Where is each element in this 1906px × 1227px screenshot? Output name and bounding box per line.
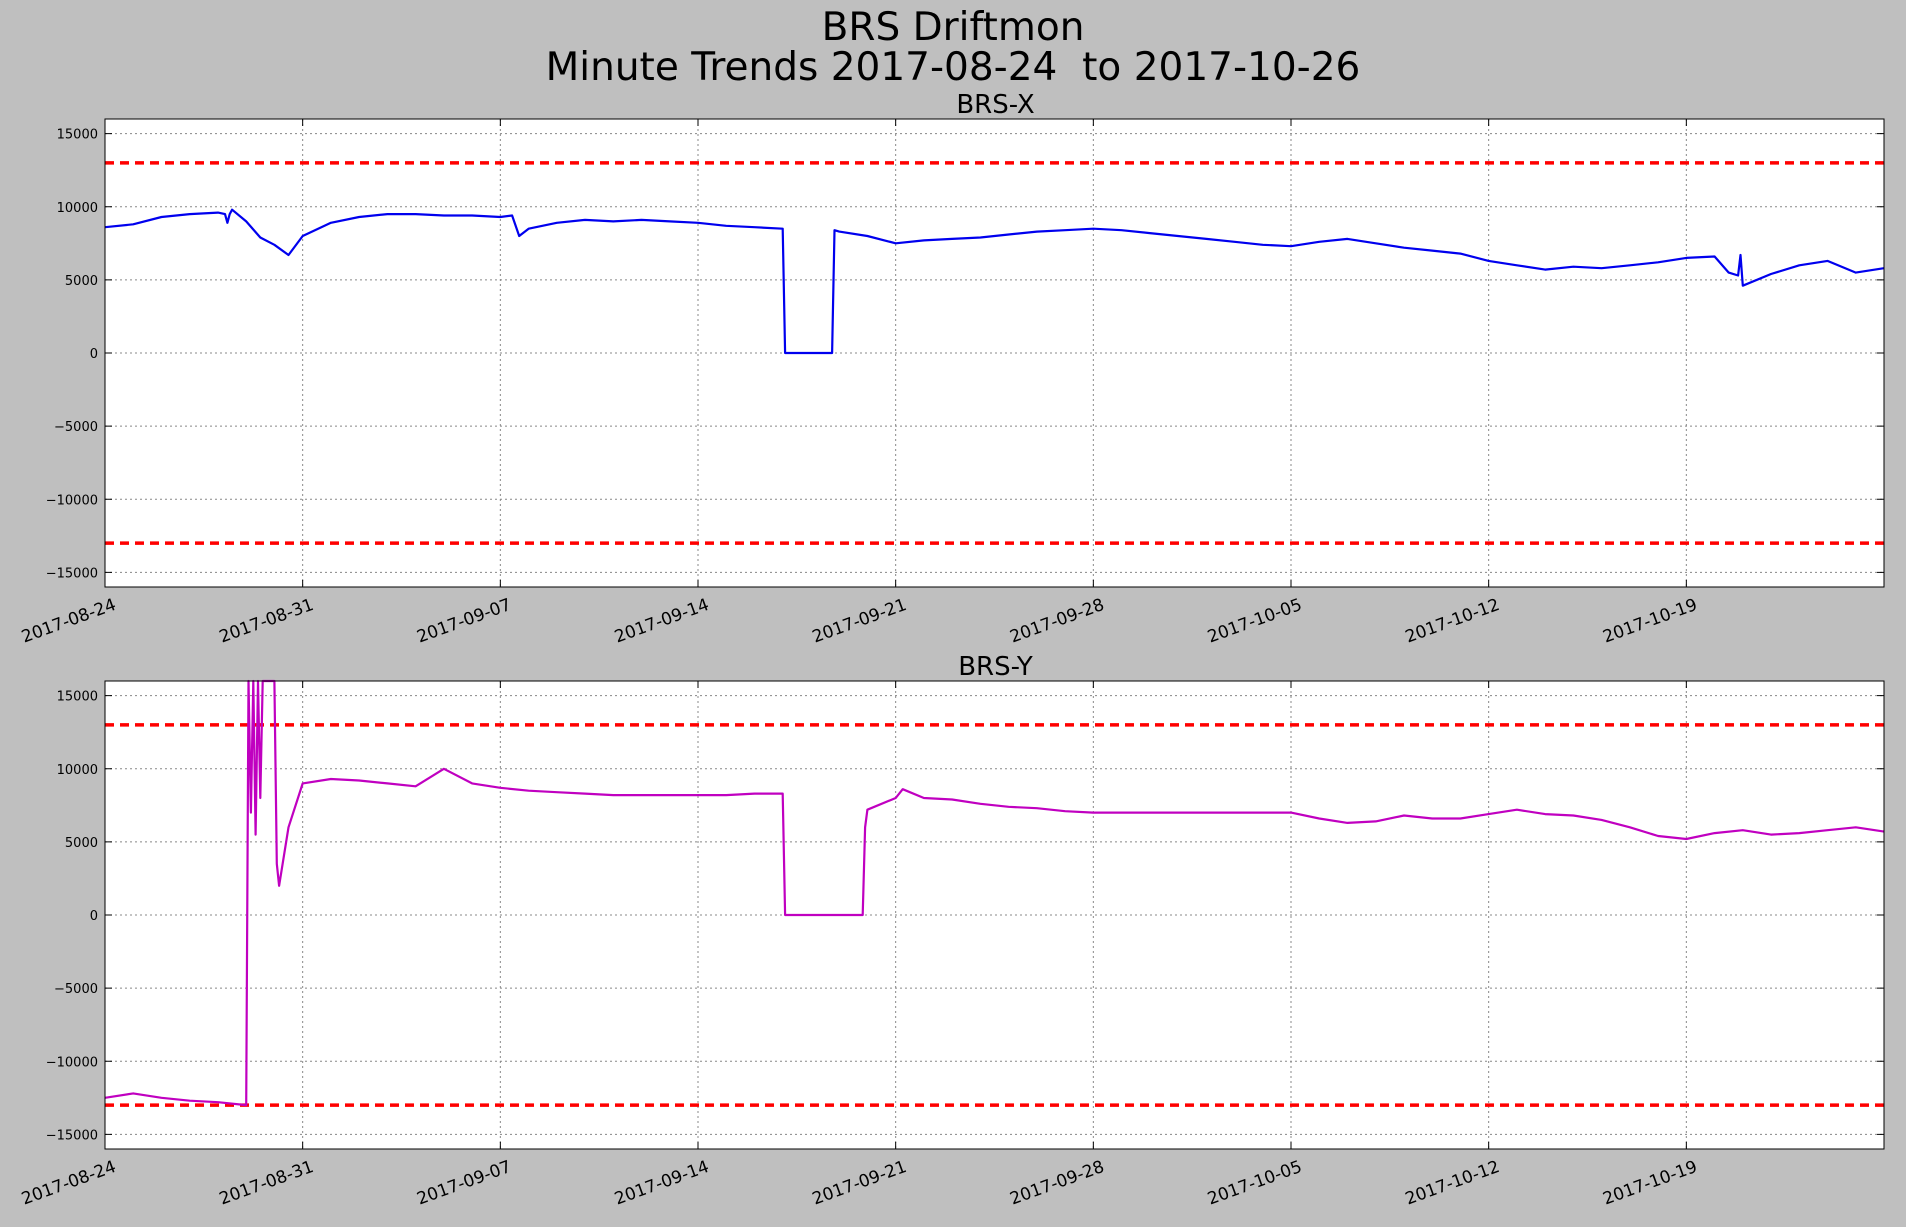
chart-2-ytick-label: 15000 <box>57 690 98 705</box>
chart-2-ytick-label: −5000 <box>54 982 98 997</box>
chart-1-ytick-label: 15000 <box>57 128 98 143</box>
chart-2-ytick-label: −10000 <box>46 1055 98 1070</box>
chart-1-ytick-label: −15000 <box>46 566 98 581</box>
chart-1-ytick-label: −10000 <box>46 493 98 508</box>
chart-1-series-line-0 <box>104 208 1885 355</box>
chart-2-xtick-label: 2017-09-28 <box>1007 1157 1107 1210</box>
chart-2-xtick-label: 2017-09-07 <box>414 1157 514 1210</box>
chart-1-xtick-label: 2017-09-21 <box>810 595 910 648</box>
figure-title-line1: BRS Driftmon <box>821 5 1085 50</box>
chart-1-xtick-label: 2017-10-05 <box>1205 595 1305 648</box>
chart-2-xtick-label: 2017-09-14 <box>612 1157 712 1210</box>
chart-1-title: BRS-X <box>956 90 1034 120</box>
chart-2-xtick-label: 2017-10-12 <box>1403 1157 1503 1210</box>
chart-2-xtick-label: 2017-08-24 <box>19 1157 119 1210</box>
chart-2-ytick-label: −15000 <box>46 1128 98 1143</box>
chart-2-ytick-label: 5000 <box>65 836 98 851</box>
chart-2-xtick-label: 2017-08-31 <box>217 1157 317 1210</box>
chart-1-ytick-label: 0 <box>90 347 98 362</box>
chart-1-xtick-label: 2017-09-07 <box>414 595 514 648</box>
chart-1-ytick-label: −5000 <box>54 420 98 435</box>
chart-1-xtick-label: 2017-10-19 <box>1600 595 1700 648</box>
chart-1-xtick-label: 2017-10-12 <box>1403 595 1503 648</box>
chart-2-xtick-label: 2017-09-21 <box>810 1157 910 1210</box>
chart-2-ytick-label: 10000 <box>57 763 98 778</box>
figure-title-line2: Minute Trends 2017-08-24 to 2017-10-26 <box>545 45 1361 90</box>
chart-1-ytick-label: 5000 <box>65 274 98 289</box>
chart-1-xtick-label: 2017-09-14 <box>612 595 712 648</box>
chart-2-title: BRS-Y <box>958 652 1033 682</box>
figure-title: BRS Driftmon Minute Trends 2017-08-24 to… <box>0 8 1906 88</box>
chart-2-ytick-label: 0 <box>90 909 98 924</box>
chart-1-ytick-label: 10000 <box>57 201 98 216</box>
chart-1-xtick-label: 2017-08-31 <box>217 595 317 648</box>
chart-2-xtick-label: 2017-10-05 <box>1205 1157 1305 1210</box>
chart-2-xtick-label: 2017-10-19 <box>1600 1157 1700 1210</box>
chart-1-xtick-label: 2017-08-24 <box>19 595 119 648</box>
chart-1-xtick-label: 2017-09-28 <box>1007 595 1107 648</box>
